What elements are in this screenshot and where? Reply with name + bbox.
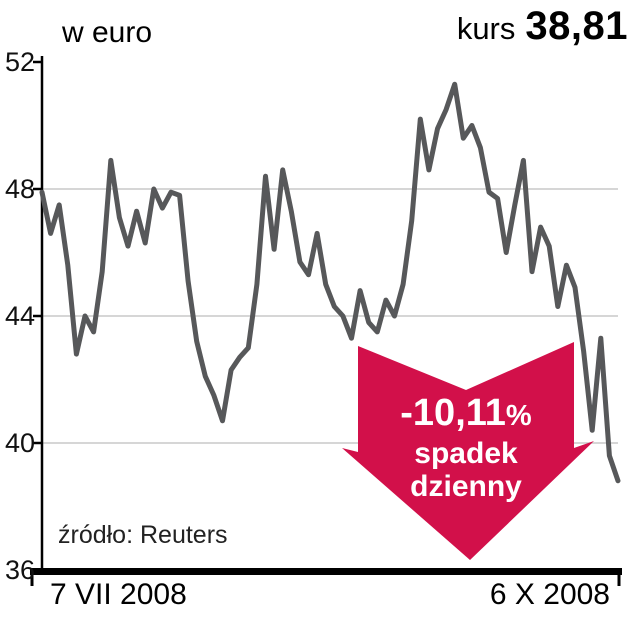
axes	[30, 56, 622, 586]
x-axis-end-label: 6 X 2008	[489, 578, 610, 611]
source-label: źródło: Reuters	[58, 521, 228, 549]
x-axis-start-label: 7 VII 2008	[50, 578, 187, 611]
y-axis-label: 48	[4, 174, 35, 204]
percent-sign: %	[505, 400, 532, 432]
decline-arrow-icon	[342, 342, 594, 560]
y-axis-label: 36	[4, 555, 35, 585]
price-readout: kurs 38,81	[457, 4, 628, 49]
kurs-label: kurs	[456, 11, 516, 46]
unit-label: w euro	[62, 16, 153, 49]
y-axis-label: 40	[4, 428, 35, 458]
decline-caption-2: dzienny	[410, 470, 522, 503]
decline-value-line: -10,11%	[356, 392, 576, 437]
y-axis-label: 44	[4, 301, 35, 331]
y-axis-label: 52	[4, 47, 35, 77]
price-line-series	[39, 81, 621, 484]
decline-callout: -10,11% spadek dzienny	[356, 392, 576, 503]
decline-value: -10,11	[400, 392, 506, 434]
decline-caption-1: spadek	[414, 437, 518, 470]
kurs-value: 38,81	[525, 4, 628, 48]
